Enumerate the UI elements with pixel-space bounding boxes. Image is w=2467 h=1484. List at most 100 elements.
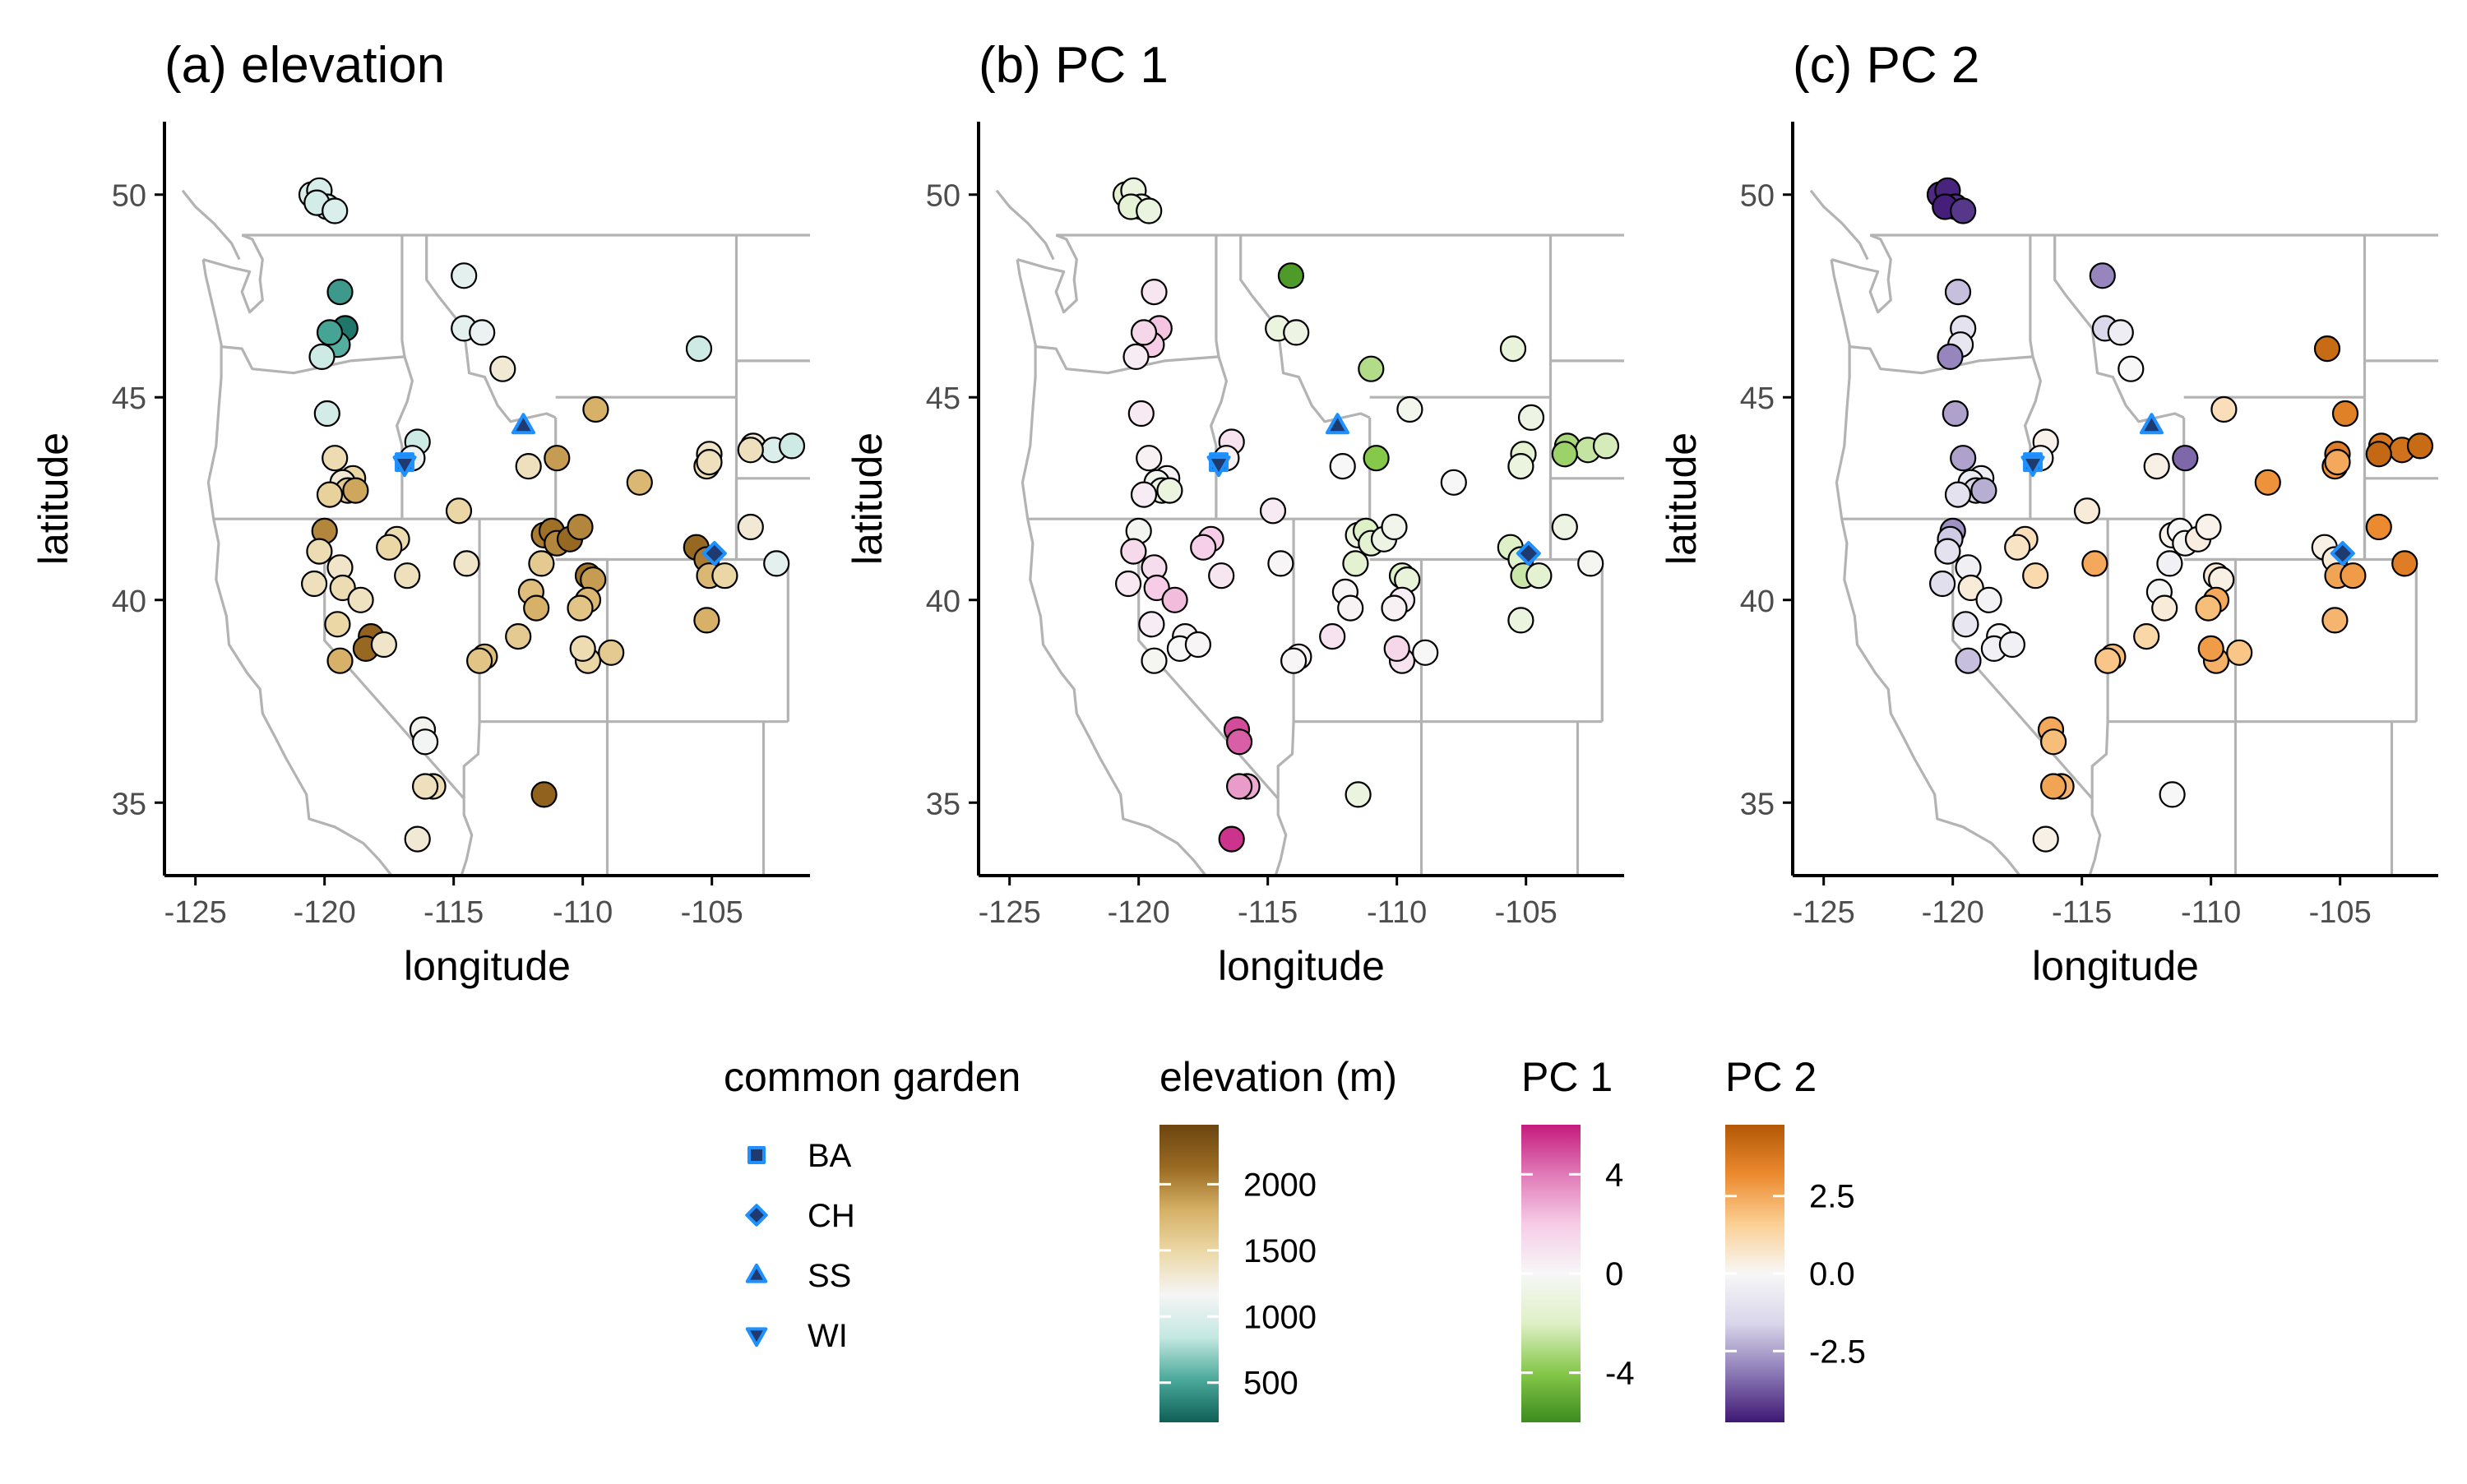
site-point bbox=[1267, 550, 1294, 577]
site-point bbox=[2254, 469, 2281, 496]
site-point bbox=[598, 639, 625, 666]
site-point bbox=[1937, 343, 1964, 370]
map-panels: -125 -120 -115 -110 -105 35 40 45 50 longitude lat… bbox=[30, 122, 2438, 989]
site-point bbox=[528, 550, 555, 577]
panel-2: -125 -120 -115 -110 -105 35 40 45 50 longitude lat… bbox=[1659, 122, 2438, 989]
site-point bbox=[1136, 445, 1163, 472]
site-point bbox=[2073, 497, 2101, 525]
site-point bbox=[308, 343, 336, 370]
site-point bbox=[567, 513, 594, 541]
site-point bbox=[1970, 477, 1997, 504]
site-point bbox=[1363, 445, 1390, 472]
x-tick-label: -115 bbox=[1238, 895, 1298, 930]
border-line bbox=[1034, 345, 1220, 375]
site-point bbox=[544, 445, 571, 472]
site-point bbox=[696, 448, 723, 476]
site-point bbox=[1329, 452, 1356, 480]
site-point bbox=[569, 635, 596, 663]
site-point bbox=[1218, 825, 1245, 853]
site-point bbox=[1208, 562, 1235, 589]
site-point bbox=[1120, 538, 1147, 565]
garden-marker-ss bbox=[511, 413, 535, 435]
site-point bbox=[1440, 469, 1467, 496]
site-point bbox=[1944, 279, 1972, 306]
site-point bbox=[2406, 432, 2434, 460]
elevation-colorbar-label: 1000 bbox=[1243, 1299, 1317, 1335]
y-axis-label: latitude bbox=[845, 432, 891, 565]
garden-marker-ch bbox=[701, 541, 727, 566]
y-tick-label: 35 bbox=[926, 787, 960, 821]
border-line bbox=[220, 345, 405, 375]
x-tick-label: -120 bbox=[294, 895, 356, 930]
site-point bbox=[2081, 550, 2108, 577]
site-points bbox=[1112, 177, 1620, 853]
x-tick-label: -110 bbox=[1367, 895, 1427, 930]
garden-legend-key-ss bbox=[745, 1263, 768, 1283]
site-point bbox=[1130, 319, 1158, 346]
site-point bbox=[453, 550, 480, 577]
y-tick-label: 35 bbox=[112, 787, 146, 821]
y-tick-label: 50 bbox=[1740, 179, 1775, 214]
site-point bbox=[1381, 513, 1408, 541]
border-line bbox=[425, 235, 557, 423]
panel-a-title: (a) elevation bbox=[164, 37, 445, 94]
site-point bbox=[469, 319, 496, 346]
site-point bbox=[1396, 395, 1423, 423]
site-point bbox=[2156, 550, 2183, 577]
site-point bbox=[1592, 432, 1620, 460]
site-point bbox=[1130, 481, 1158, 508]
site-point bbox=[2032, 825, 2059, 853]
site-points bbox=[298, 177, 806, 853]
site-point bbox=[1998, 631, 2025, 659]
y-tick-label: 35 bbox=[1740, 787, 1775, 821]
elevation-legend: elevation (m) 500 1000 1500 2000 bbox=[1159, 1054, 1397, 1422]
site-point bbox=[306, 538, 333, 565]
garden-marker-ss bbox=[2139, 413, 2164, 435]
site-point bbox=[2197, 635, 2224, 663]
site-point bbox=[1184, 631, 1212, 659]
y-tick-label: 45 bbox=[926, 381, 960, 416]
panel-0: -125 -120 -115 -110 -105 35 40 45 50 longitude lat… bbox=[30, 122, 810, 989]
x-axis-label: longitude bbox=[2032, 943, 2199, 989]
x-tick-label: -105 bbox=[2309, 895, 2372, 930]
panel-c-title: (c) PC 2 bbox=[1793, 37, 1979, 94]
border-line bbox=[202, 233, 264, 314]
state-borders bbox=[1809, 189, 2438, 876]
site-point bbox=[515, 452, 542, 480]
site-point bbox=[1280, 647, 1308, 674]
site-point bbox=[582, 395, 609, 423]
x-tick-label: -125 bbox=[979, 895, 1041, 930]
site-point bbox=[778, 432, 806, 460]
x-tick-label: -105 bbox=[681, 895, 743, 930]
border-line bbox=[181, 189, 241, 261]
elevation-colorbar-label: 500 bbox=[1243, 1366, 1298, 1402]
state-borders bbox=[995, 189, 1624, 876]
garden-markers bbox=[2020, 413, 2355, 566]
site-point bbox=[1551, 513, 1578, 541]
site-point bbox=[1190, 534, 1217, 561]
y-tick-label: 40 bbox=[926, 585, 960, 619]
site-point bbox=[1358, 355, 1385, 382]
site-point bbox=[347, 586, 374, 613]
x-tick-label: -120 bbox=[1922, 895, 1984, 930]
site-point bbox=[1975, 586, 2002, 613]
site-point bbox=[505, 622, 532, 650]
site-point bbox=[2340, 562, 2367, 589]
site-point bbox=[2195, 594, 2222, 622]
site-point bbox=[1345, 781, 1372, 808]
site-point bbox=[2022, 562, 2049, 589]
pc2-legend: PC 2 -2.5 0.0 2.5 bbox=[1725, 1054, 1866, 1422]
site-point bbox=[1944, 481, 1972, 508]
site-point bbox=[1225, 728, 1253, 756]
border-line bbox=[1016, 233, 1078, 314]
site-point bbox=[1127, 400, 1155, 428]
garden-legend-label: SS bbox=[808, 1258, 851, 1294]
site-point bbox=[737, 513, 764, 541]
garden-legend-label: WI bbox=[808, 1318, 848, 1354]
panel-1: -125 -120 -115 -110 -105 35 40 45 50 longitude lat… bbox=[845, 122, 1624, 989]
x-tick-label: -120 bbox=[1108, 895, 1170, 930]
garden-marker-wi bbox=[1206, 455, 1231, 478]
site-point bbox=[1225, 773, 1253, 800]
site-point bbox=[1412, 639, 1439, 666]
